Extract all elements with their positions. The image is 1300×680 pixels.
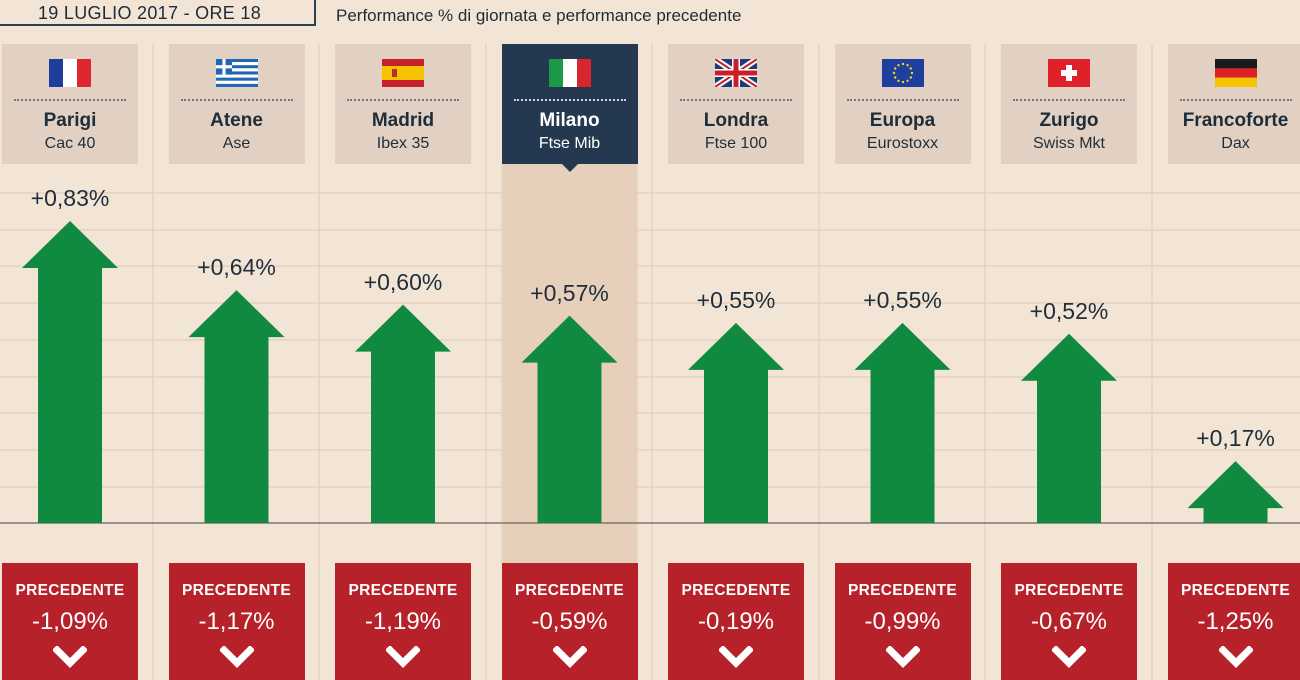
performance-arrow-europa (854, 322, 951, 523)
market-header-parigi: Parigi Cac 40 (2, 44, 138, 164)
chevron-down-icon (385, 645, 421, 675)
switzerland-flag-icon (1048, 59, 1090, 87)
previous-value: -0,99% (864, 608, 941, 635)
market-header-madrid: Madrid Ibex 35 (335, 44, 471, 164)
market-header-francoforte: Francoforte Dax (1167, 44, 1300, 164)
previous-performance-box-europa: PRECEDENTE -0,99% (834, 563, 971, 680)
market-city: Francoforte (1182, 110, 1289, 131)
chevron-down-icon (718, 645, 754, 675)
market-index: Swiss Mkt (1033, 135, 1105, 152)
market-city: Londra (703, 110, 769, 131)
market-index: Dax (1221, 135, 1250, 152)
performance-arrow-parigi (22, 221, 118, 523)
previous-performance-box-madrid: PRECEDENTE -1,19% (335, 563, 471, 680)
previous-label: PRECEDENTE (848, 582, 957, 599)
today-value-label: +0,17% (1196, 425, 1275, 452)
previous-label: PRECEDENTE (1181, 582, 1290, 599)
market-header-atene: Atene Ase (168, 44, 305, 164)
today-value-label: +0,83% (30, 185, 110, 211)
previous-performance-box-londra: PRECEDENTE -0,19% (668, 563, 804, 680)
previous-value: -1,09% (31, 608, 109, 635)
dotted-divider (846, 99, 959, 101)
market-index: Ftse Mib (538, 135, 601, 152)
market-city: Parigi (43, 110, 97, 131)
dotted-divider (1013, 99, 1125, 101)
uk-flag-icon (713, 56, 759, 90)
previous-value: -0,19% (697, 608, 775, 635)
performance-arrow-madrid (355, 304, 451, 523)
today-value-label: +0,57% (530, 279, 609, 306)
previous-value: -0,67% (1030, 608, 1108, 635)
previous-performance-box-atene: PRECEDENTE -1,17% (168, 563, 305, 680)
previous-value: -1,19% (364, 608, 442, 635)
chevron-down-icon (52, 645, 88, 675)
market-city: Atene (210, 110, 263, 131)
performance-arrow-londra (688, 322, 784, 523)
chevron-down-icon (1051, 645, 1087, 675)
market-city: Zurigo (1039, 110, 1099, 131)
dotted-divider (347, 99, 459, 101)
chevron-down-icon (1217, 645, 1254, 675)
performance-arrow-zurigo (1021, 333, 1117, 523)
eu-flag-icon (881, 59, 924, 87)
previous-label: PRECEDENTE (515, 582, 624, 599)
previous-label: PRECEDENTE (15, 582, 125, 599)
chevron-down-icon (884, 645, 921, 675)
market-index: Ftse 100 (704, 135, 768, 152)
previous-value: -0,59% (531, 608, 608, 635)
chevron-down-icon (551, 645, 588, 675)
previous-value: -1,25% (1197, 608, 1274, 635)
dotted-divider (180, 99, 293, 101)
chart-subtitle: Performance % di giornata e performance … (336, 6, 742, 25)
previous-label: PRECEDENTE (1014, 582, 1124, 599)
previous-label: PRECEDENTE (182, 582, 291, 599)
performance-arrow-atene (188, 290, 285, 523)
previous-performance-box-zurigo: PRECEDENTE -0,67% (1001, 563, 1137, 680)
dotted-divider (680, 99, 792, 101)
market-index: Ase (222, 135, 251, 152)
previous-label: PRECEDENTE (681, 582, 791, 599)
dotted-divider (14, 99, 126, 101)
previous-performance-box-francoforte: PRECEDENTE -1,25% (1167, 563, 1300, 680)
today-value-label: +0,55% (863, 286, 942, 313)
market-city: Milano (539, 110, 600, 131)
france-flag-icon (49, 59, 91, 87)
today-value-label: +0,64% (197, 254, 276, 281)
italy-flag-icon (548, 59, 591, 87)
market-city: Europa (869, 110, 936, 131)
today-value-label: +0,52% (1029, 297, 1109, 324)
market-header-londra: Londra Ftse 100 (668, 44, 804, 164)
spain-flag-icon (382, 59, 424, 87)
market-index: Cac 40 (44, 135, 96, 152)
dotted-divider (1179, 99, 1292, 101)
market-header-europa: Europa Eurostoxx (834, 44, 971, 164)
performance-arrow-francoforte (1187, 461, 1284, 523)
previous-label: PRECEDENTE (348, 582, 458, 599)
market-header-zurigo: Zurigo Swiss Mkt (1001, 44, 1137, 164)
market-city: Madrid (371, 110, 435, 131)
chevron-down-icon (218, 645, 255, 675)
previous-value: -1,17% (198, 608, 275, 635)
market-index: Eurostoxx (866, 135, 939, 152)
greece-flag-icon (215, 59, 258, 87)
market-header-milano: Milano Ftse Mib (501, 44, 638, 172)
previous-performance-box-parigi: PRECEDENTE -1,09% (2, 563, 138, 680)
active-pointer (561, 164, 578, 172)
today-value-label: +0,55% (696, 286, 776, 313)
today-value-label: +0,60% (363, 268, 443, 295)
market-index: Ibex 35 (376, 135, 430, 152)
dotted-divider (513, 99, 626, 101)
date-label: 19 LUGLIO 2017 - ORE 18 (0, 0, 316, 26)
previous-performance-box-milano: PRECEDENTE -0,59% (501, 563, 638, 680)
germany-flag-icon (1214, 59, 1257, 87)
performance-arrow-milano (521, 315, 618, 523)
